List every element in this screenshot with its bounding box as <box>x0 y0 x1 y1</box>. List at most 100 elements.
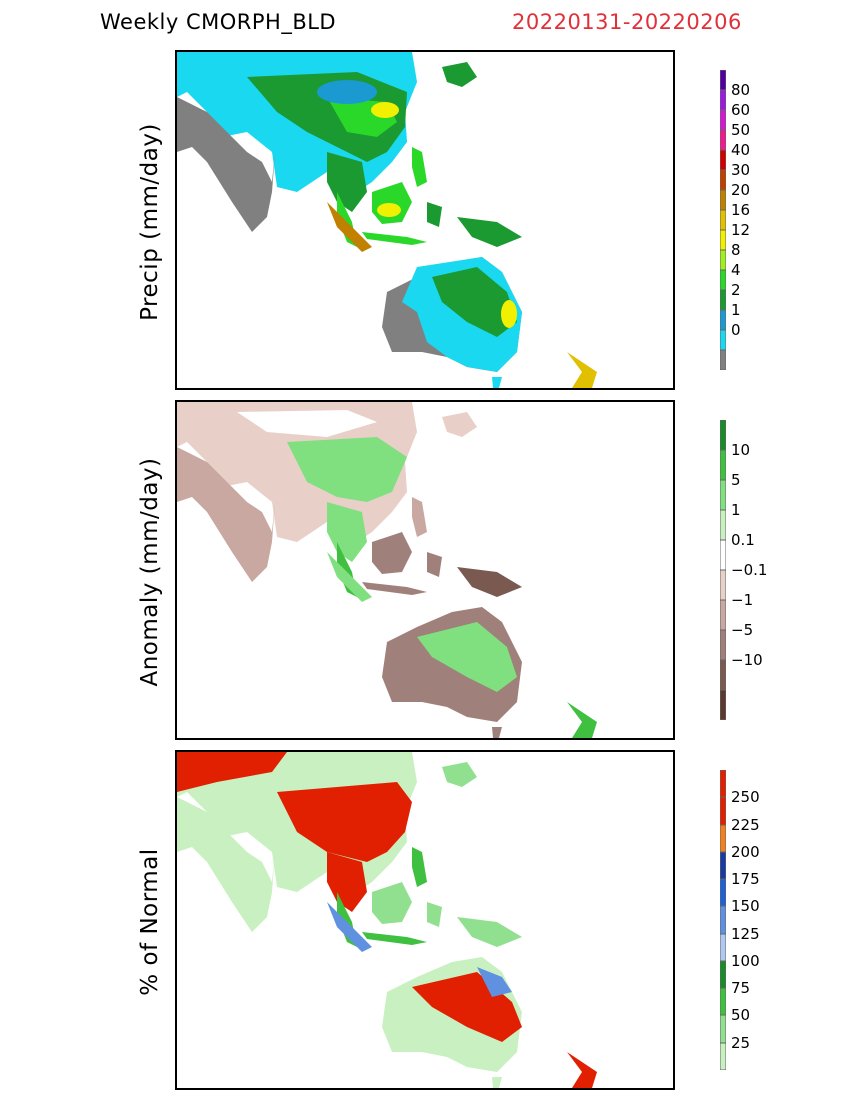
colorbar-swatch <box>720 450 726 480</box>
date-range: 20220131-20220206 <box>512 10 742 34</box>
colorbar-label: 1 <box>731 501 741 519</box>
colorbar-label: 0 <box>731 321 741 339</box>
colorbar-label: 250 <box>731 788 760 807</box>
colorbar-label: 200 <box>731 842 760 861</box>
colorbar-swatch <box>720 190 726 210</box>
colorbar-label: 8 <box>731 241 741 259</box>
colorbar-label: 40 <box>731 141 751 159</box>
colorbar-swatch <box>720 690 726 720</box>
colorbar-label: 60 <box>731 101 751 119</box>
australia-yellow <box>501 300 517 328</box>
colorbar-swatch <box>720 230 726 250</box>
borneo-yellow <box>377 203 401 217</box>
colorbar-swatch <box>720 960 726 989</box>
australia-blue <box>477 967 512 997</box>
australia-green <box>432 267 517 337</box>
percent-map-svg <box>177 752 597 1088</box>
tasmania <box>492 377 502 388</box>
china-red <box>277 782 412 862</box>
colorbar-swatch <box>720 130 726 150</box>
colorbar-label: −0.1 <box>731 561 768 579</box>
colorbar-label: 4 <box>731 261 741 279</box>
tasmania <box>492 727 502 738</box>
anomaly-map-svg <box>177 402 597 738</box>
australia-green <box>417 622 517 692</box>
colorbar-label: 1 <box>731 301 741 319</box>
japan <box>442 62 477 87</box>
colorbar-swatch <box>720 270 726 290</box>
japan <box>442 412 477 437</box>
colorbar-swatch <box>720 630 726 660</box>
java <box>362 582 427 595</box>
india-peninsula <box>177 97 275 232</box>
colorbar-swatch <box>720 480 726 510</box>
percent-colorbar: 25 50 75 100 125 150 175 200 225 250 <box>720 770 780 1070</box>
borneo <box>372 182 412 224</box>
colorbar-swatch <box>720 824 726 852</box>
colorbar-swatch <box>720 250 726 270</box>
colorbar-label: 50 <box>731 121 751 139</box>
colorbar-swatch <box>720 330 726 350</box>
colorbar-label: 0.1 <box>731 531 755 549</box>
colorbar-swatch <box>720 170 726 190</box>
colorbar-label: 100 <box>731 951 760 970</box>
colorbar-label: 10 <box>731 441 751 459</box>
philippines <box>412 847 427 887</box>
colorbar-swatch <box>720 988 726 1016</box>
java <box>362 932 427 945</box>
colorbar-swatch <box>720 797 726 825</box>
china-green <box>287 437 407 502</box>
colorbar-label: 225 <box>731 815 760 834</box>
colorbar-label: 20 <box>731 181 751 199</box>
colorbar-label: 5 <box>731 471 741 489</box>
colorbar-label: −1 <box>731 591 754 609</box>
colorbar-swatch <box>720 600 726 630</box>
percent-ylabel: % of Normal <box>137 848 163 996</box>
anomaly-colorbar: −10 −5 −1 −0.1 0.1 1 5 10 <box>720 420 780 720</box>
colorbar-label: 75 <box>731 979 751 998</box>
map-title: Weekly CMORPH_BLD <box>100 10 337 34</box>
colorbar-swatch <box>720 906 726 934</box>
colorbar-label: 80 <box>731 81 751 99</box>
colorbar-label: 16 <box>731 201 751 219</box>
borneo <box>372 882 412 924</box>
colorbar-swatch <box>720 210 726 230</box>
colorbar-swatch <box>720 770 726 798</box>
colorbar-swatch <box>720 879 726 907</box>
colorbar-swatch <box>720 350 726 370</box>
japan <box>442 762 477 787</box>
percent-map <box>175 750 675 1090</box>
colorbar-swatch <box>720 510 726 540</box>
china-white <box>237 410 377 437</box>
colorbar-label: −5 <box>731 621 754 639</box>
anomaly-map <box>175 400 675 740</box>
sulawesi <box>427 902 442 927</box>
colorbar-swatch <box>720 1042 726 1070</box>
colorbar-label: 150 <box>731 897 760 916</box>
china-blue-patch <box>317 80 377 104</box>
colorbar-swatch <box>720 420 726 450</box>
sumatra <box>327 552 372 602</box>
colorbar-swatch <box>720 933 726 961</box>
new-zealand <box>567 352 597 388</box>
north-red <box>177 752 287 792</box>
colorbar-label: 25 <box>731 1033 751 1052</box>
india-peninsula <box>177 447 275 582</box>
colorbar-swatch <box>720 1015 726 1043</box>
sumatra <box>327 202 372 252</box>
colorbar-label: 2 <box>731 281 741 299</box>
colorbar-label: 175 <box>731 870 760 889</box>
precip-map-svg <box>177 52 597 388</box>
tasmania <box>492 1077 502 1088</box>
india-peninsula <box>177 797 275 932</box>
colorbar-swatch <box>720 570 726 600</box>
new-guinea <box>457 917 522 947</box>
new-zealand <box>567 1052 597 1088</box>
precip-ylabel: Precip (mm/day) <box>137 123 163 321</box>
colorbar-swatch <box>720 851 726 880</box>
colorbar-label: 125 <box>731 924 760 943</box>
java <box>362 232 427 245</box>
anomaly-ylabel: Anomaly (mm/day) <box>137 457 163 687</box>
colorbar-swatch <box>720 70 726 90</box>
borneo <box>372 532 412 574</box>
